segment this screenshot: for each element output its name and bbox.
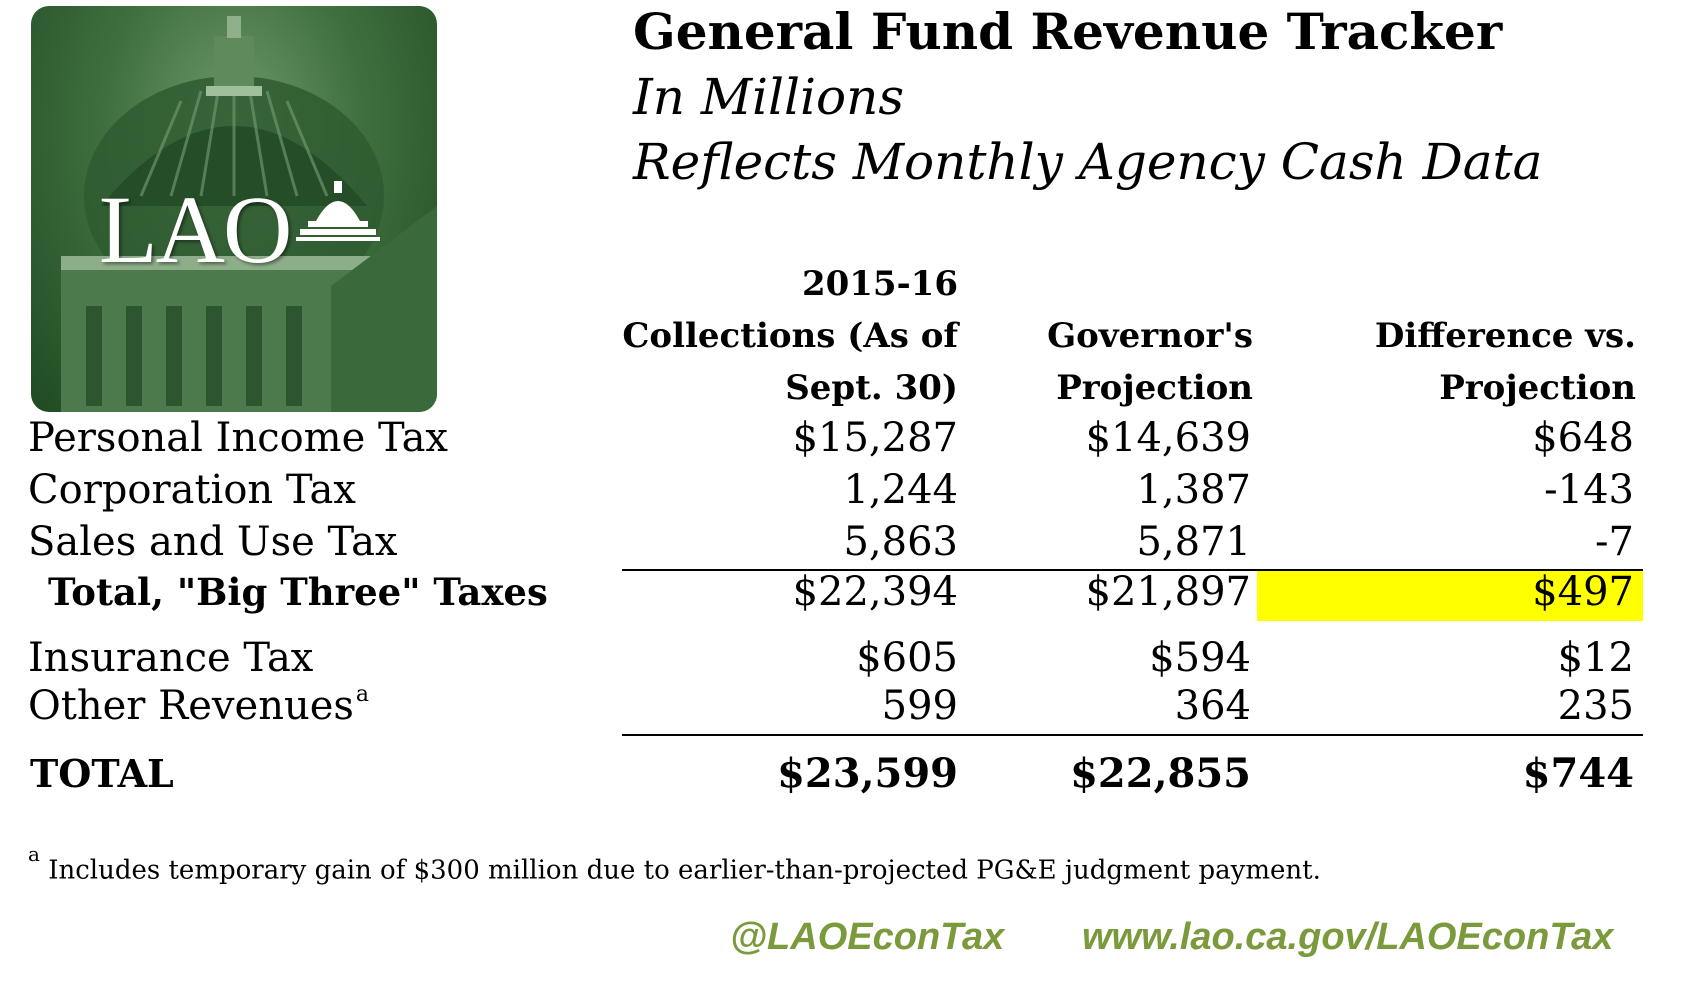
value-difference: $648 bbox=[1532, 415, 1634, 461]
column-header-line: Projection bbox=[1439, 368, 1636, 408]
column-header-line: 2015-16 bbox=[801, 264, 958, 304]
footnote-text: Includes temporary gain of $300 million … bbox=[48, 855, 1321, 886]
website-link[interactable]: www.lao.ca.gov/LAOEconTax bbox=[1082, 916, 1614, 958]
value-difference: $497 bbox=[1532, 569, 1634, 615]
value-collections: 5,863 bbox=[843, 519, 958, 565]
value-difference: $744 bbox=[1522, 750, 1634, 797]
footnote-marker: a bbox=[355, 682, 370, 707]
column-header-line: Projection bbox=[1056, 368, 1253, 408]
value-projection: 5,871 bbox=[1136, 519, 1251, 565]
subtitle-units: In Millions bbox=[633, 68, 904, 126]
row-label: Corporation Tax bbox=[28, 467, 356, 513]
column-header-line: Collections (As of bbox=[622, 316, 958, 356]
value-collections: $605 bbox=[856, 635, 958, 681]
twitter-handle[interactable]: @LAOEconTax bbox=[730, 916, 1005, 958]
subtotal-rule bbox=[622, 569, 1643, 571]
capitol-dome-graphic bbox=[61, 16, 437, 412]
subtitle-source: Reflects Monthly Agency Cash Data bbox=[633, 133, 1543, 191]
row-label: TOTAL bbox=[30, 751, 174, 796]
value-projection: $21,897 bbox=[1085, 569, 1251, 615]
footnote-marker: a bbox=[28, 842, 40, 866]
lao-logo: LAO bbox=[31, 6, 437, 412]
value-difference: -143 bbox=[1544, 467, 1634, 513]
value-difference: -7 bbox=[1595, 519, 1634, 565]
column-header-line: Governor's bbox=[1047, 316, 1253, 356]
difference-highlight bbox=[1257, 570, 1643, 621]
value-projection: 1,387 bbox=[1136, 467, 1251, 513]
value-projection: 364 bbox=[1174, 683, 1251, 729]
row-label: Other Revenuesa bbox=[28, 680, 369, 739]
logo-text: LAO bbox=[99, 176, 292, 283]
value-collections: $15,287 bbox=[792, 415, 958, 461]
total-rule bbox=[622, 734, 1643, 736]
value-collections: 599 bbox=[881, 683, 958, 729]
column-header-line: Difference vs. bbox=[1374, 316, 1636, 356]
value-projection: $594 bbox=[1149, 635, 1251, 681]
row-label: Total, "Big Three" Taxes bbox=[48, 570, 548, 614]
footnote: a Includes temporary gain of $300 millio… bbox=[28, 842, 1321, 886]
value-collections: $23,599 bbox=[777, 750, 958, 797]
value-collections: 1,244 bbox=[843, 467, 958, 513]
row-label: Personal Income Tax bbox=[28, 415, 448, 461]
row-label: Sales and Use Tax bbox=[28, 519, 398, 565]
value-projection: $22,855 bbox=[1070, 750, 1251, 797]
value-difference: $12 bbox=[1557, 635, 1634, 681]
value-collections: $22,394 bbox=[792, 569, 958, 615]
row-label: Insurance Tax bbox=[28, 635, 314, 681]
value-projection: $14,639 bbox=[1085, 415, 1251, 461]
page-title: General Fund Revenue Tracker bbox=[633, 2, 1503, 61]
row-label-text: Other Revenues bbox=[28, 683, 354, 729]
column-header-line: Sept. 30) bbox=[785, 368, 958, 408]
value-difference: 235 bbox=[1557, 683, 1634, 729]
